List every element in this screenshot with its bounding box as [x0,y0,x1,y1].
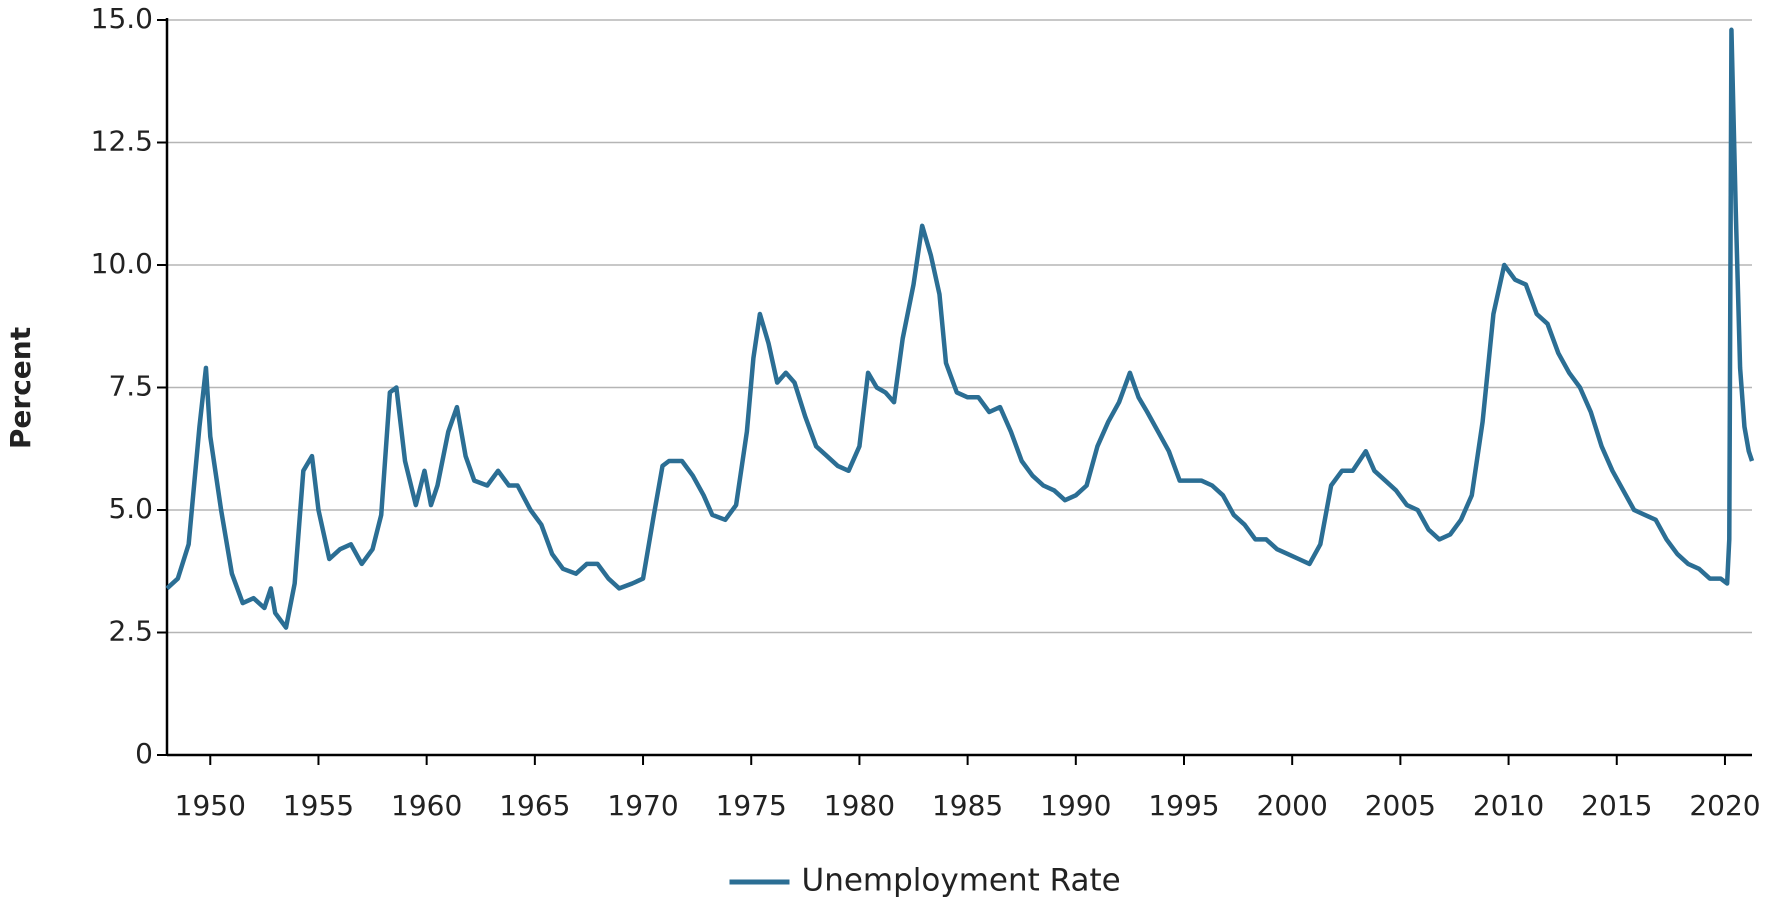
x-tick-label: 1975 [716,789,787,822]
line-series [165,27,1755,630]
x-tick-label: 2005 [1365,789,1436,822]
x-tick-label: 2010 [1473,789,1544,822]
y-tick-label: 10.0 [91,247,153,280]
x-tick-label: 1985 [932,789,1003,822]
x-tick-label: 2020 [1689,789,1760,822]
x-tick-label: 1990 [1040,789,1111,822]
x-tick-label: 1960 [391,789,462,822]
y-tick-label: 12.5 [91,125,153,158]
legend-label: Unemployment Rate [802,863,1121,899]
x-tick-label: 1995 [1148,789,1219,822]
y-tick-label: 15.0 [91,2,153,35]
y-tick-label: 0 [135,737,153,770]
y-tick-label: 2.5 [108,615,153,648]
x-tick-label: 2015 [1581,789,1652,822]
y-axis-title: Percent [4,327,37,449]
x-tick-label: 1980 [824,789,895,822]
y-tick-label: 7.5 [108,370,153,403]
x-tick-label: 1965 [499,789,570,822]
x-tick-label: 2000 [1257,789,1328,822]
x-tick-label: 1950 [175,789,246,822]
x-tick-label: 1970 [607,789,678,822]
y-tick-label: 5.0 [108,492,153,525]
x-tick-label: 1955 [283,789,354,822]
